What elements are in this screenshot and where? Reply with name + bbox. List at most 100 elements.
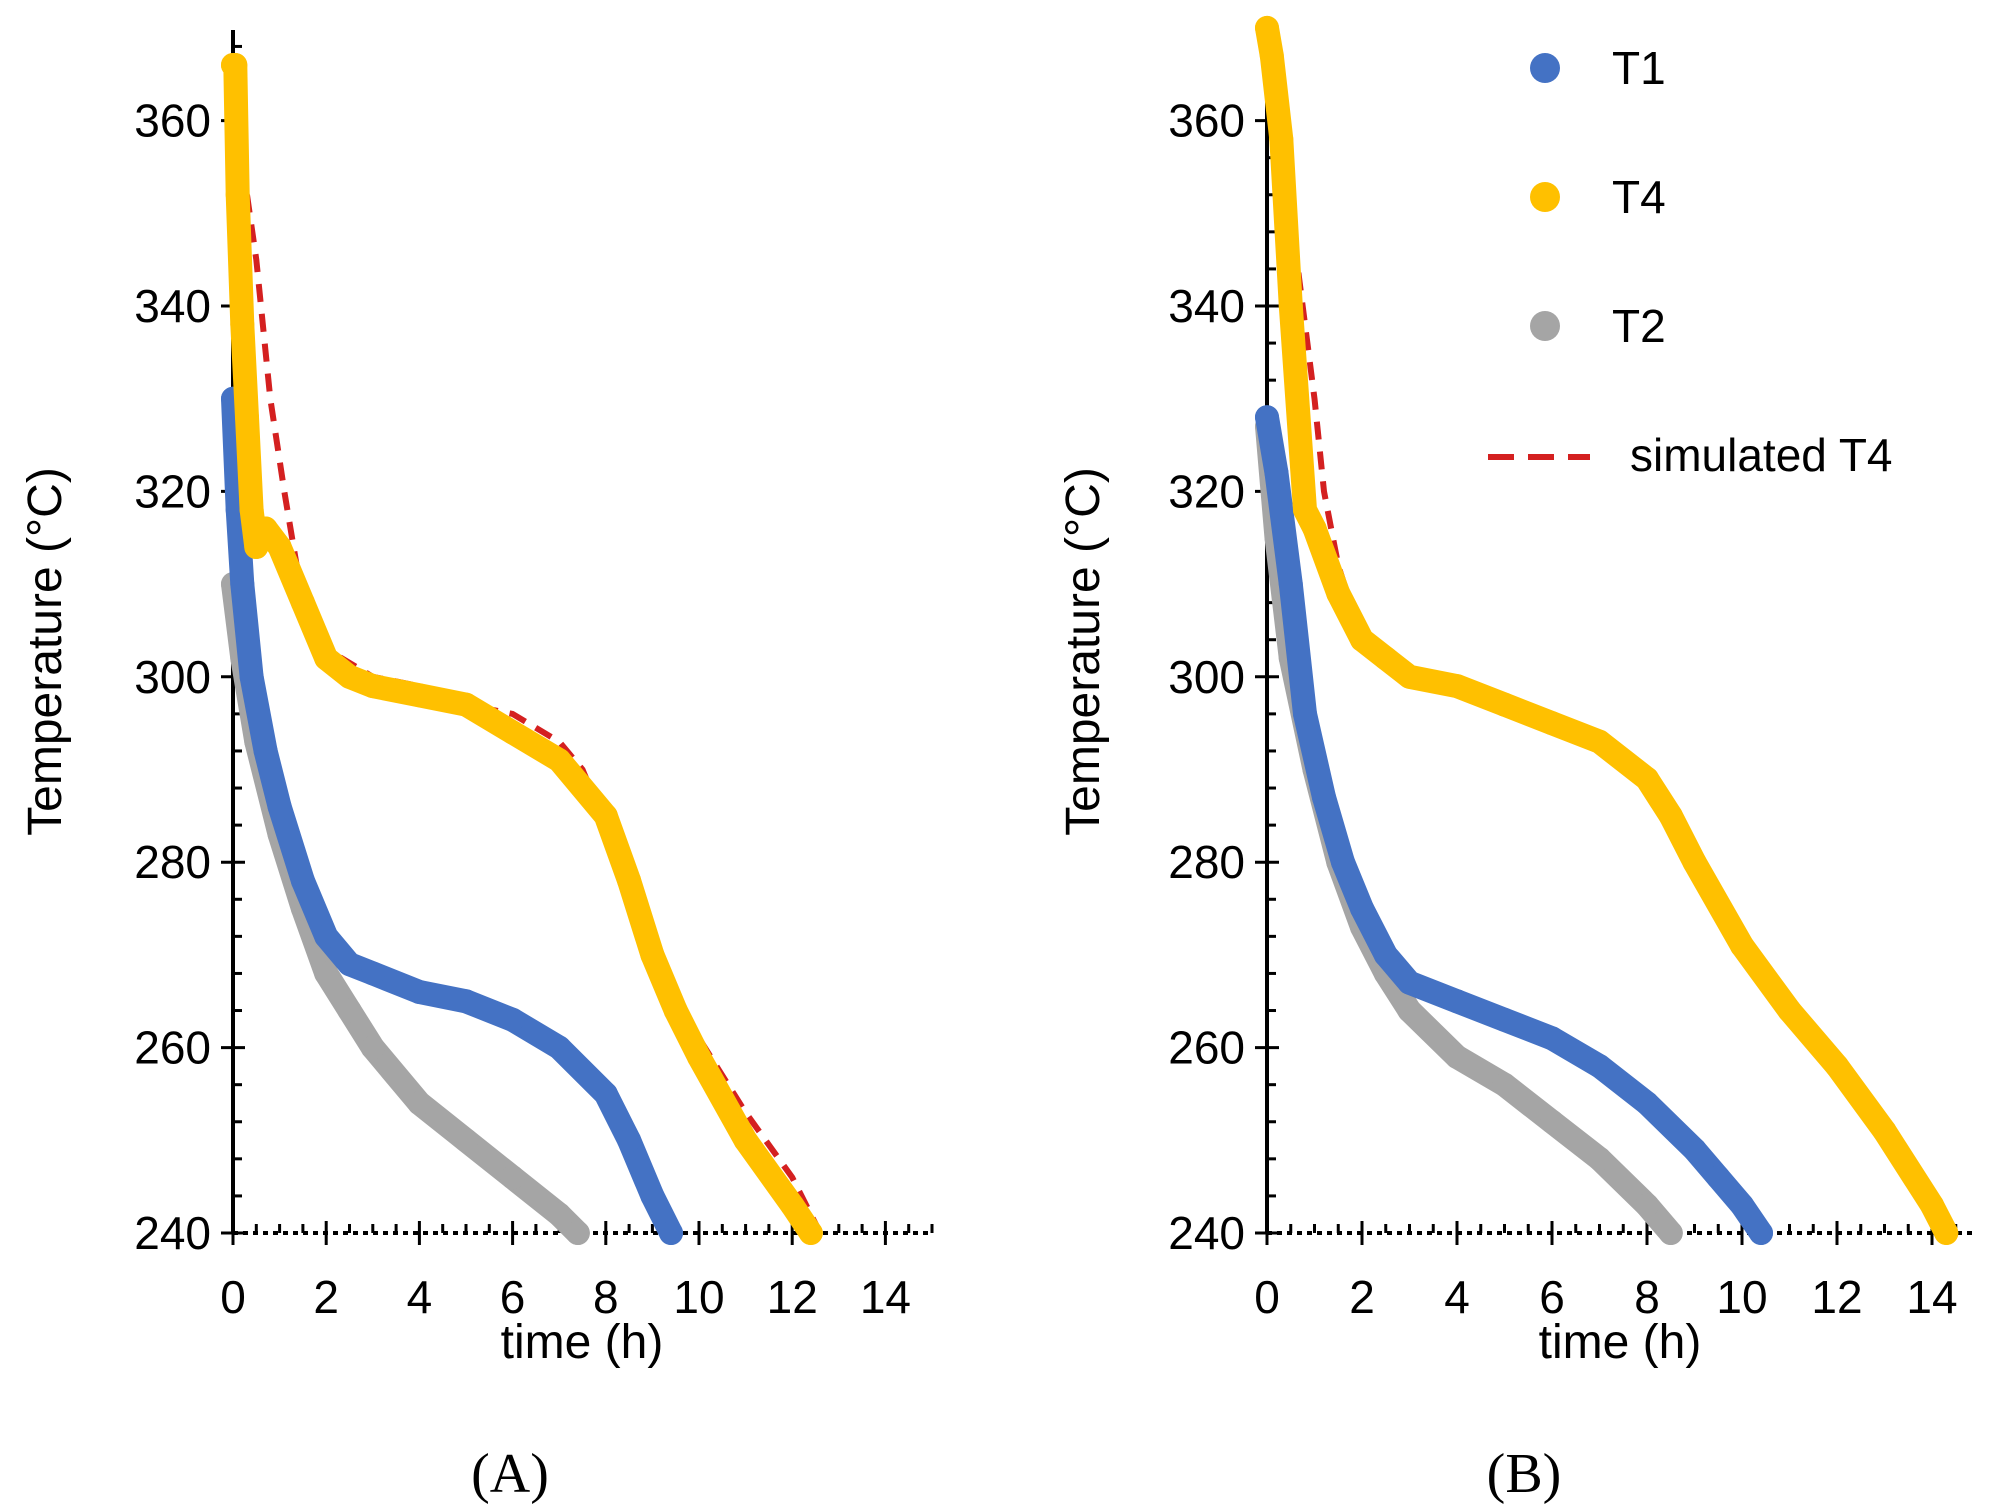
data-point-t1 <box>267 794 292 819</box>
data-point-t4 <box>1259 43 1284 68</box>
x-tick-label: 12 <box>767 1271 818 1323</box>
x-tick-label: 8 <box>593 1271 619 1323</box>
data-point-t4 <box>1540 711 1564 736</box>
data-point-t4 <box>290 590 315 615</box>
y-tick-label: 260 <box>1168 1022 1245 1074</box>
data-point-t2 <box>547 1202 572 1227</box>
data-point-t2 <box>1658 1221 1683 1245</box>
data-point-t1 <box>290 868 315 893</box>
data-point-t4 <box>617 868 642 893</box>
x-axis-title: time (h) <box>1539 1316 1702 1369</box>
legend: T1 T4 T2 simulated T4 <box>1488 42 1893 481</box>
data-point-t4 <box>1397 664 1422 689</box>
data-point-t2 <box>1540 1109 1564 1134</box>
y-tick-label: 340 <box>134 280 211 332</box>
x-tick-label: 0 <box>220 1271 246 1323</box>
x-tick-label: 6 <box>1539 1271 1565 1323</box>
data-point-t1 <box>1540 1026 1564 1051</box>
data-point-t1 <box>1373 942 1398 967</box>
data-point-t4 <box>1255 15 1279 40</box>
y-tick-label: 360 <box>134 95 211 147</box>
y-tick-label: 280 <box>1168 836 1245 888</box>
data-point-t4 <box>230 312 255 337</box>
data-point-t4 <box>663 998 688 1023</box>
data-point-t1 <box>1397 970 1422 995</box>
y-tick-label: 320 <box>134 465 211 517</box>
data-point-t1 <box>659 1221 684 1245</box>
data-point-t4 <box>547 748 572 773</box>
data-point-t1 <box>1730 1193 1754 1218</box>
data-point-t4 <box>1872 1119 1897 1144</box>
data-point-t4 <box>1777 998 1802 1023</box>
y-tick-label: 360 <box>1168 95 1245 147</box>
x-tick-label: 14 <box>1906 1271 1957 1323</box>
data-point-t2 <box>1635 1193 1659 1218</box>
data-point-t4 <box>500 720 525 745</box>
x-tick-label: 0 <box>1254 1271 1280 1323</box>
data-point-t4 <box>1682 850 1707 875</box>
data-point-t4 <box>798 1221 823 1245</box>
data-point-t1 <box>640 1183 665 1208</box>
data-point-t4 <box>337 664 362 689</box>
series-line-simulated-t4 <box>244 194 823 1235</box>
legend-label: T2 <box>1612 300 1666 352</box>
data-point-t1 <box>1350 896 1374 921</box>
data-point-t4 <box>733 1128 758 1153</box>
data-point-t4 <box>1445 674 1469 699</box>
data-point-t4 <box>593 803 618 828</box>
data-point-t4 <box>1934 1221 1959 1245</box>
data-point-t2 <box>500 1165 525 1190</box>
data-point-t1 <box>1749 1221 1773 1245</box>
data-point-t4 <box>253 516 278 541</box>
data-point-t1 <box>337 952 362 977</box>
data-point-t4 <box>1492 692 1517 717</box>
y-tick-label: 300 <box>1168 651 1245 703</box>
x-tick-label: 4 <box>407 1271 433 1323</box>
x-tick-label: 8 <box>1634 1271 1660 1323</box>
y-tick-label: 280 <box>134 836 211 888</box>
y-tick-label: 240 <box>134 1207 211 1259</box>
data-point-t4 <box>1658 803 1683 828</box>
x-axis-title: time (h) <box>501 1316 664 1369</box>
data-point-t4 <box>1635 766 1659 791</box>
data-point-t4 <box>1587 729 1612 754</box>
data-point-t4 <box>780 1193 805 1218</box>
legend-swatch-t4 <box>1530 182 1560 212</box>
data-point-t2 <box>1445 1044 1469 1069</box>
data-point-t4 <box>1278 294 1303 318</box>
data-point-t2 <box>337 998 362 1023</box>
data-point-t4 <box>239 497 264 522</box>
x-tick-label: 10 <box>673 1271 724 1323</box>
y-axis-title: Temperature (°C) <box>1057 467 1110 836</box>
x-tick-label: 10 <box>1716 1271 1767 1323</box>
data-point-t1 <box>1682 1137 1707 1162</box>
data-point-t4 <box>1302 516 1327 541</box>
data-point-t1 <box>314 924 339 949</box>
data-point-t1 <box>1331 850 1355 875</box>
x-tick-label: 2 <box>313 1271 339 1323</box>
x-tick-label: 14 <box>860 1271 911 1323</box>
data-point-t2 <box>1492 1072 1517 1097</box>
data-point-t4 <box>1293 497 1317 522</box>
data-point-t4 <box>234 405 259 430</box>
x-tick-label: 6 <box>500 1271 526 1323</box>
y-tick-label: 340 <box>1168 280 1245 332</box>
data-point-t1 <box>593 1081 618 1106</box>
panel-b: 240 260 280 300 320 340 360 0 2 4 6 8 10 12 14 time (h)… <box>1057 15 1977 1505</box>
data-point-t4 <box>1350 627 1374 652</box>
panel-label: (A) <box>471 1443 549 1505</box>
x-tick-label: 2 <box>1349 1271 1375 1323</box>
data-point-t2 <box>454 1128 478 1153</box>
data-point-t1 <box>1445 989 1469 1014</box>
legend-label: T4 <box>1612 171 1666 223</box>
data-point-t1 <box>1264 460 1289 485</box>
data-point-t1 <box>617 1128 642 1153</box>
data-point-t4 <box>687 1044 711 1069</box>
data-point-t2 <box>314 961 339 986</box>
data-point-t4 <box>225 182 250 207</box>
data-point-t4 <box>267 535 292 560</box>
data-point-t4 <box>454 692 478 717</box>
data-point-t4 <box>1920 1193 1944 1218</box>
data-point-t1 <box>253 738 278 763</box>
